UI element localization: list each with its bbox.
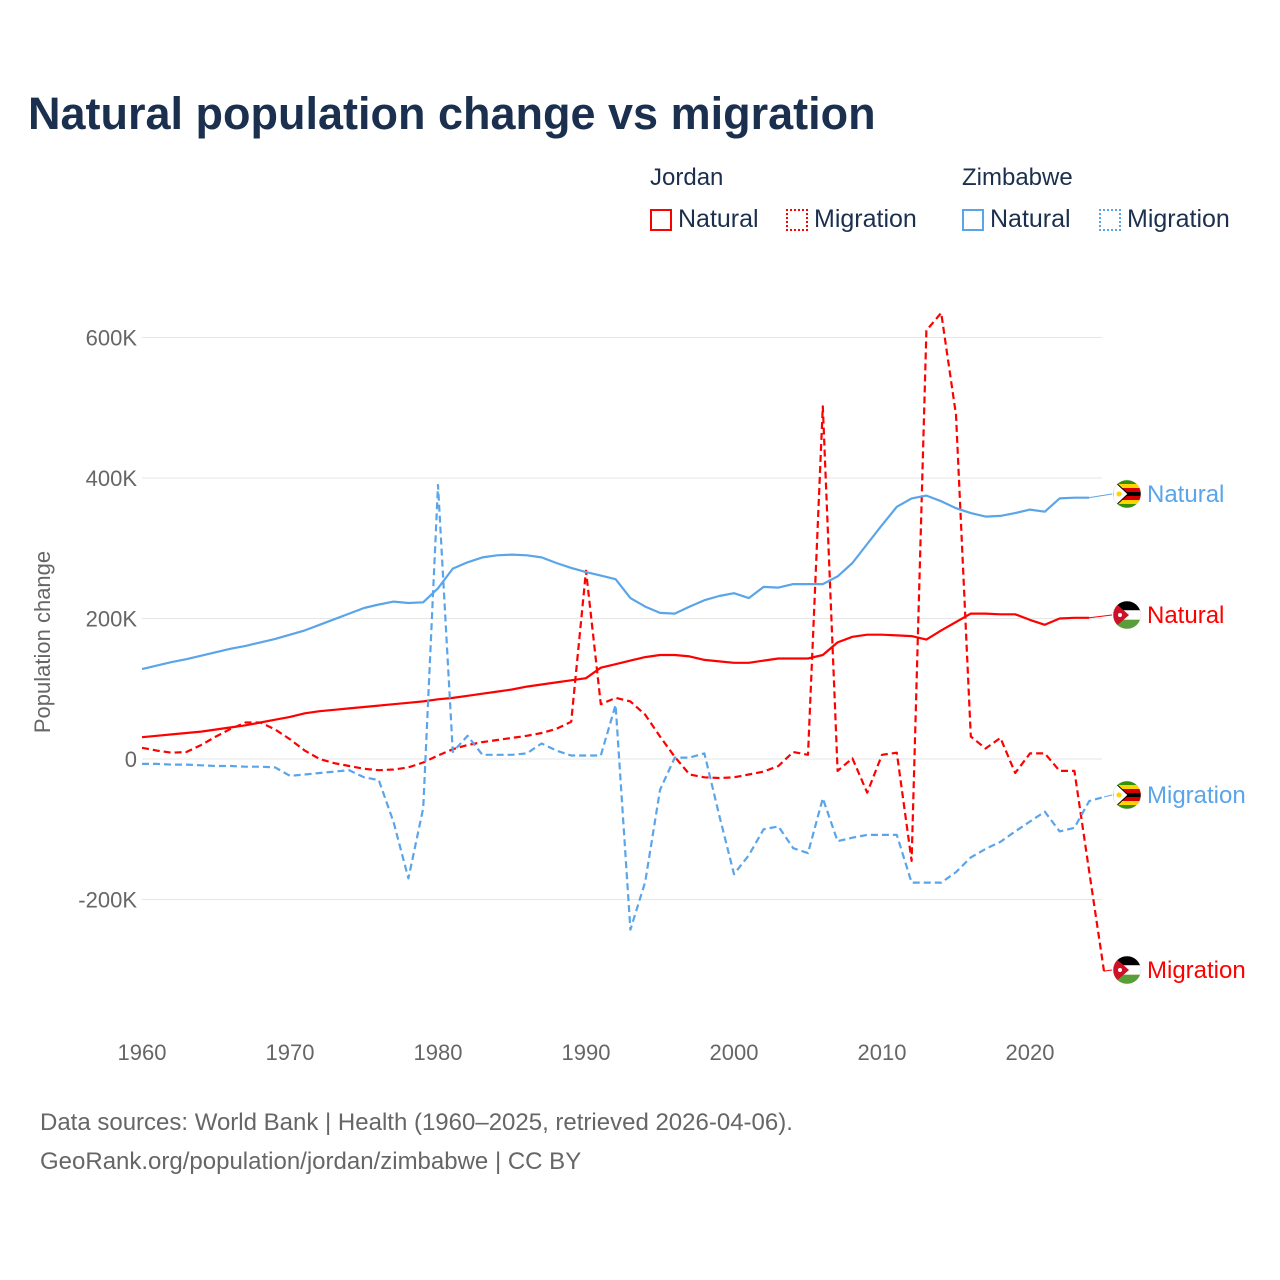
flag-stripe xyxy=(1113,480,1141,485)
series-line-zimbabwe-migration xyxy=(142,483,1105,931)
y-tick-label: -200K xyxy=(78,888,137,913)
legend-label: Natural xyxy=(990,205,1071,233)
chart-title: Natural population change vs migration xyxy=(28,88,876,139)
flag-outline xyxy=(1112,955,1142,985)
flag-stripe xyxy=(1113,504,1141,508)
legend-swatch-dotted-blue xyxy=(1099,208,1121,231)
flag-star xyxy=(1118,613,1122,617)
y-tick-label: 600K xyxy=(86,326,138,351)
series-end-label: Natural xyxy=(1147,602,1224,629)
flag-stripe xyxy=(1113,797,1141,802)
series-end-label: Migration xyxy=(1147,957,1246,984)
label-connector xyxy=(1089,493,1113,499)
jordan-flag-icon xyxy=(1112,955,1142,985)
flag-stripe xyxy=(1113,801,1141,806)
x-tick-label: 2010 xyxy=(858,1040,907,1065)
legend-jordan-migration[interactable]: Migration xyxy=(786,205,917,234)
flag-stripe xyxy=(1113,974,1141,984)
x-tick-label: 1970 xyxy=(266,1040,315,1065)
flag-stripe xyxy=(1113,500,1141,505)
legend-group-zimbabwe: Zimbabwe xyxy=(962,164,1073,191)
footer-sources: Data sources: World Bank | Health (1960–… xyxy=(40,1109,793,1136)
flag-body xyxy=(1113,601,1141,629)
flag-stripe xyxy=(1113,619,1141,629)
x-tick-label: 1990 xyxy=(562,1040,611,1065)
flag-stripe xyxy=(1113,781,1141,786)
series-end-label: Natural xyxy=(1147,481,1224,508)
flag-stripe xyxy=(1113,484,1141,489)
zimbabwe-flag-icon xyxy=(1112,780,1142,810)
legend-swatch-dotted-red xyxy=(786,208,808,231)
label-connector xyxy=(1103,794,1113,798)
legend-swatch-solid-red xyxy=(650,208,672,231)
flag-bird xyxy=(1116,792,1122,798)
footer-link[interactable]: GeoRank.org/population/jordan/zimbabwe |… xyxy=(40,1148,582,1175)
legend-jordan-natural[interactable]: Natural xyxy=(650,205,759,234)
legend-swatch-solid-blue xyxy=(962,208,984,231)
y-tick-label: 400K xyxy=(86,466,138,491)
series-line-jordan-migration xyxy=(141,311,1106,972)
legend-label: Natural xyxy=(678,205,759,233)
flag-star xyxy=(1118,968,1122,972)
jordan-flag-icon xyxy=(1112,600,1142,630)
flag-stripe xyxy=(1113,805,1141,809)
series-end-label: Migration xyxy=(1147,782,1246,809)
flag-outline xyxy=(1112,780,1142,810)
legend-group-jordan: Jordan xyxy=(650,164,724,191)
x-tick-label: 1980 xyxy=(414,1040,463,1065)
flag-stripe xyxy=(1113,488,1141,493)
legend-label: Migration xyxy=(814,205,917,233)
y-tick-label: 200K xyxy=(86,607,138,632)
label-connector xyxy=(1103,969,1113,972)
flag-stripe xyxy=(1113,956,1141,966)
flag-outline xyxy=(1112,600,1142,630)
legend-zimbabwe-natural[interactable]: Natural xyxy=(962,205,1071,234)
flag-stripe xyxy=(1113,789,1141,794)
flag-body xyxy=(1113,480,1141,508)
x-tick-label: 1960 xyxy=(118,1040,167,1065)
series-line-jordan-natural xyxy=(141,612,1090,739)
legend-zimbabwe-migration[interactable]: Migration xyxy=(1099,205,1230,234)
flag-stripe xyxy=(1113,496,1141,501)
label-connector xyxy=(1089,614,1113,619)
flag-body xyxy=(1113,956,1141,984)
flag-stripe xyxy=(1113,785,1141,790)
y-axis-label: Population change xyxy=(30,551,55,733)
x-tick-label: 2000 xyxy=(710,1040,759,1065)
series-line-zimbabwe-natural xyxy=(141,494,1090,671)
flag-bird xyxy=(1116,491,1122,497)
x-tick-label: 2020 xyxy=(1006,1040,1055,1065)
y-tick-label: 0 xyxy=(125,747,137,772)
zimbabwe-flag-icon xyxy=(1112,479,1142,509)
flag-stripe xyxy=(1113,601,1141,611)
flag-outline xyxy=(1112,479,1142,509)
legend-label: Migration xyxy=(1127,205,1230,233)
flag-body xyxy=(1113,781,1141,809)
